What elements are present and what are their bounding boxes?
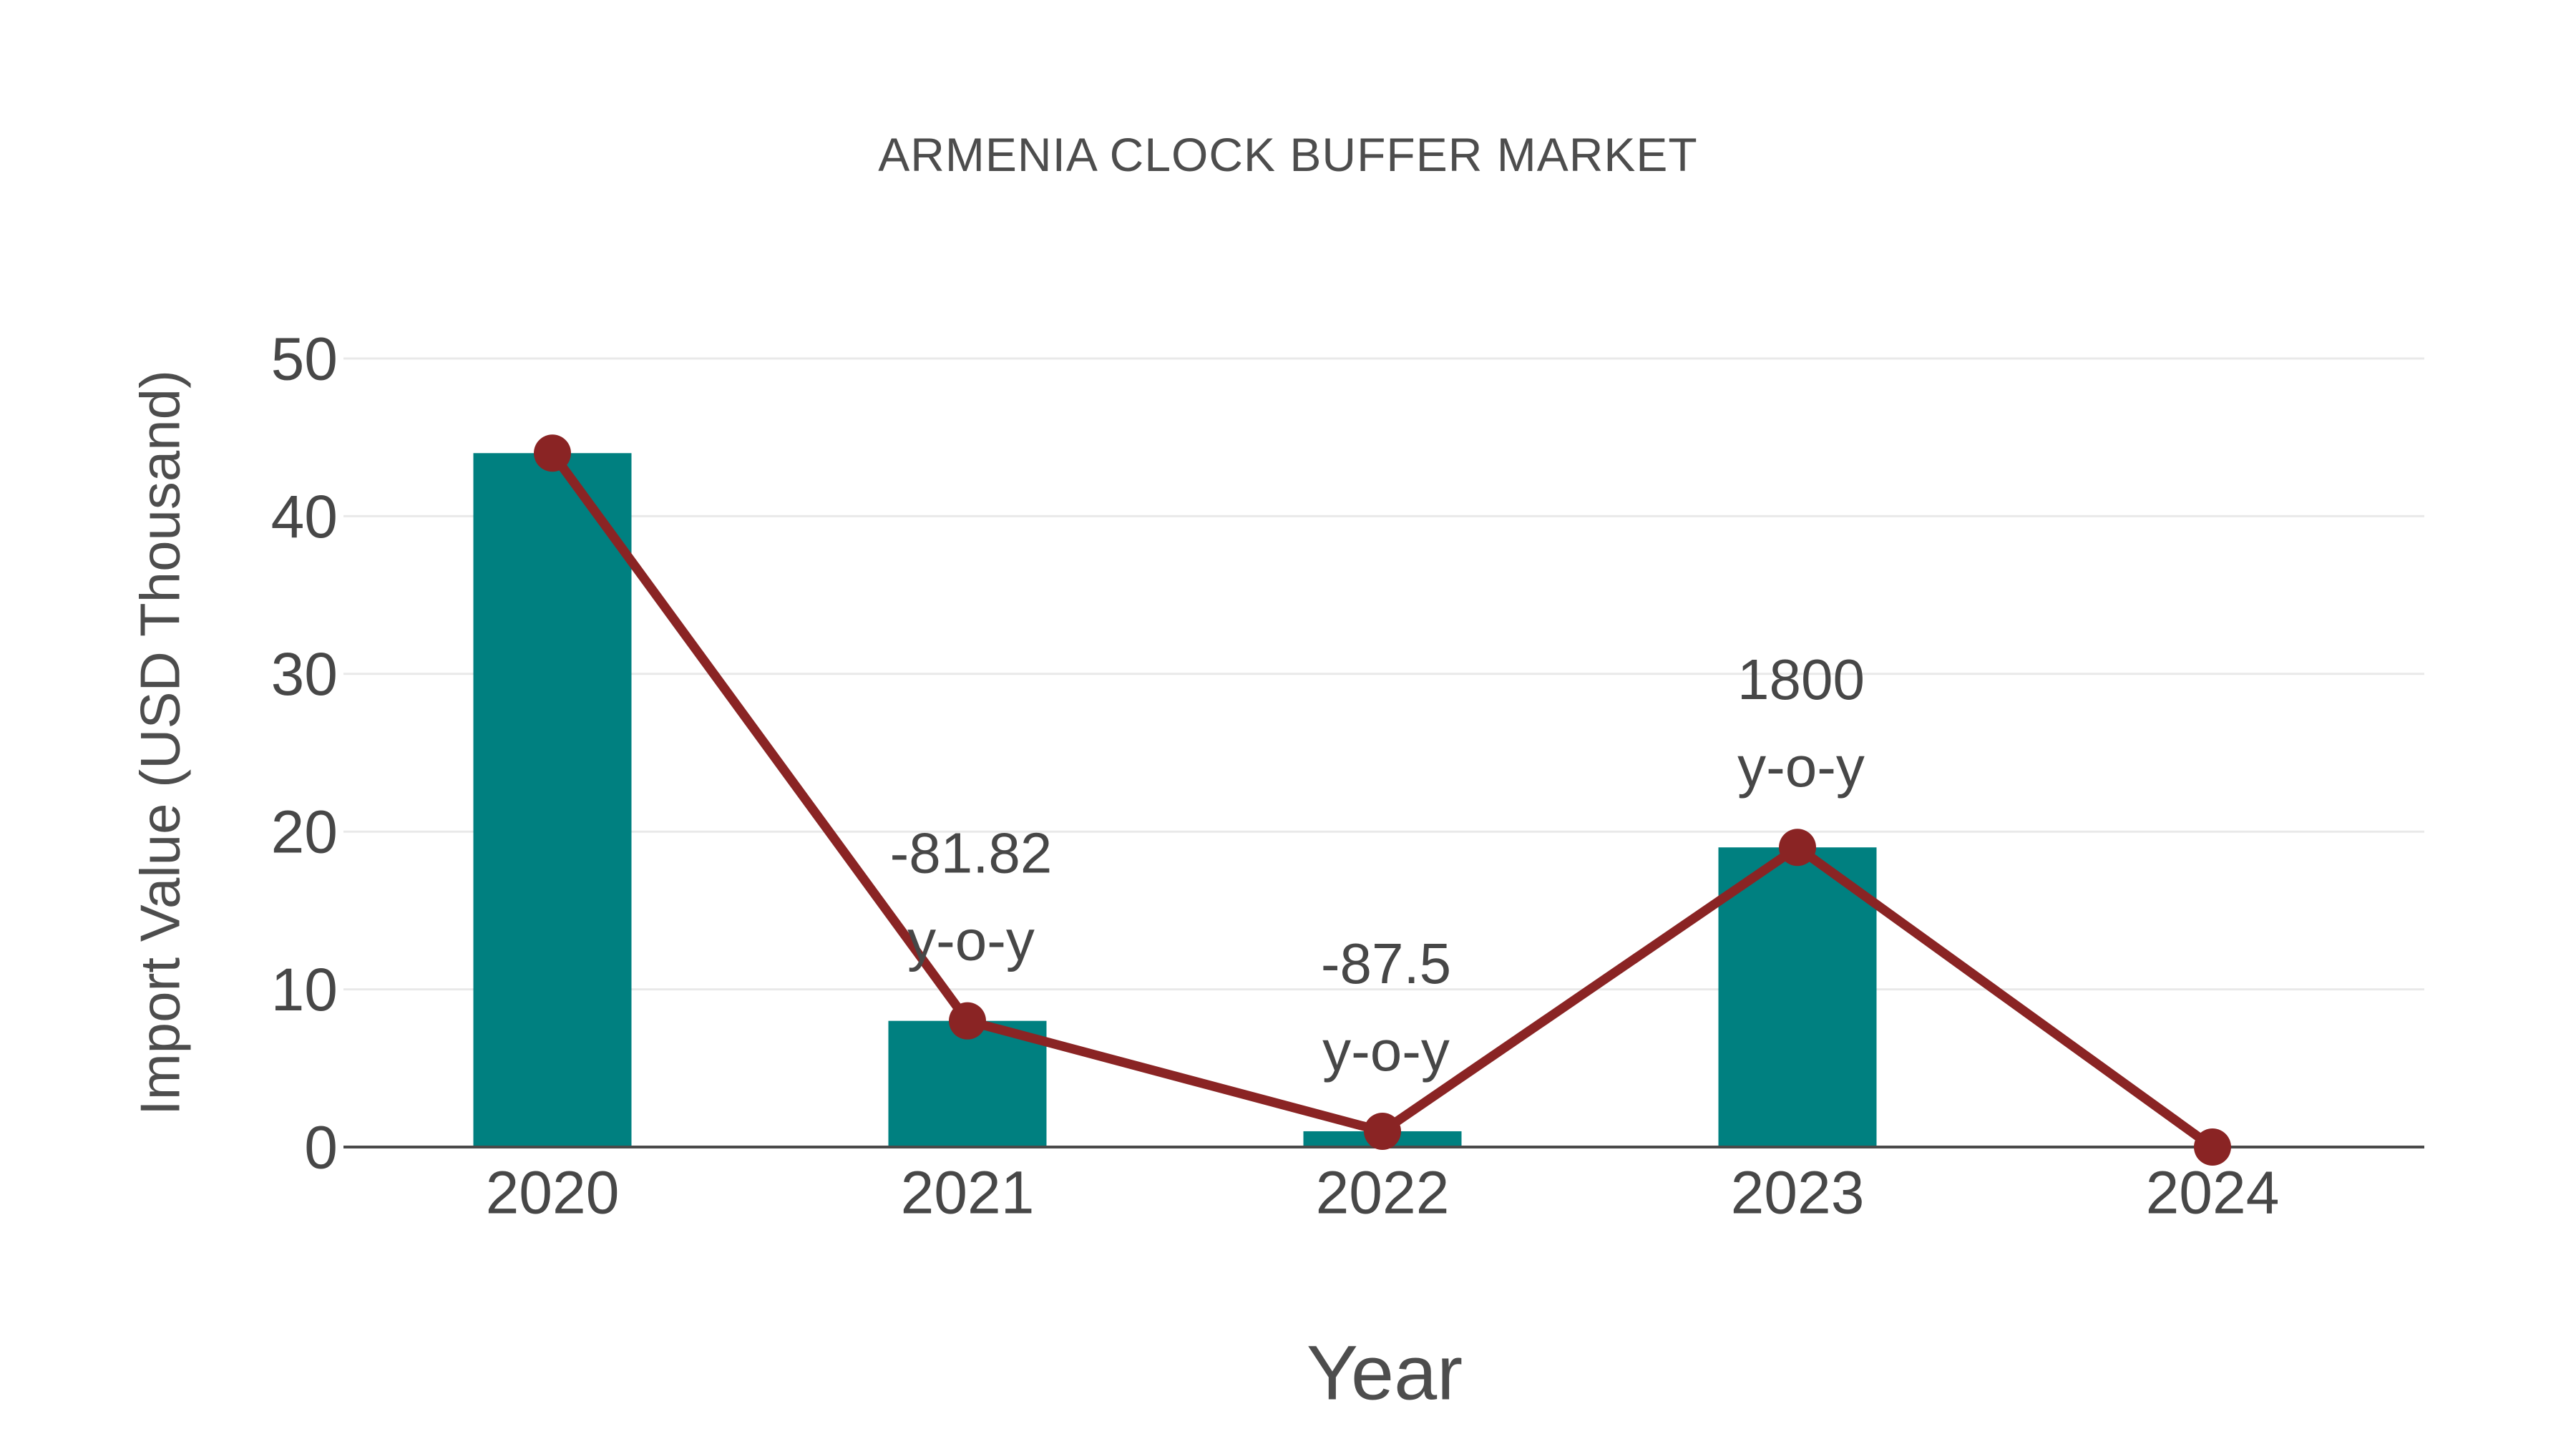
annotation-value-2022: -87.5 <box>1321 932 1451 995</box>
bar-2021 <box>888 1020 1047 1147</box>
marker-2024 <box>2194 1128 2231 1166</box>
y-tick-label-20: 20 <box>271 799 338 866</box>
y-tick-label-0: 0 <box>304 1113 338 1181</box>
y-tick-label-40: 40 <box>271 483 338 550</box>
chart-title: ARMENIA CLOCK BUFFER MARKET <box>878 128 1698 181</box>
bar-2020 <box>473 453 632 1147</box>
marker-2022 <box>1364 1112 1401 1150</box>
annotation-label-2023: y-o-y <box>1737 735 1865 799</box>
x-tick-label-2024: 2024 <box>2146 1158 2280 1226</box>
x-tick-label-2020: 2020 <box>486 1158 620 1226</box>
annotation-label-2022: y-o-y <box>1322 1019 1450 1083</box>
y-tick-label-10: 10 <box>271 956 338 1023</box>
marker-2023 <box>1779 829 1816 867</box>
annotation-label-2021: y-o-y <box>907 909 1035 972</box>
annotation-value-2023: 1800 <box>1737 648 1865 711</box>
marker-2020 <box>534 434 571 472</box>
y-axis-title: Import Value (USD Thousand) <box>128 370 192 1116</box>
y-tick-label-50: 50 <box>271 325 338 392</box>
marker-2021 <box>949 1002 986 1040</box>
x-axis-title: Year <box>1306 1329 1463 1416</box>
annotation-value-2021: -81.82 <box>890 821 1053 885</box>
x-tick-label-2022: 2022 <box>1316 1158 1450 1226</box>
bar-2023 <box>1718 847 1877 1147</box>
x-tick-label-2021: 2021 <box>901 1158 1035 1226</box>
y-tick-label-30: 30 <box>271 640 338 708</box>
x-tick-label-2023: 2023 <box>1731 1158 1865 1226</box>
